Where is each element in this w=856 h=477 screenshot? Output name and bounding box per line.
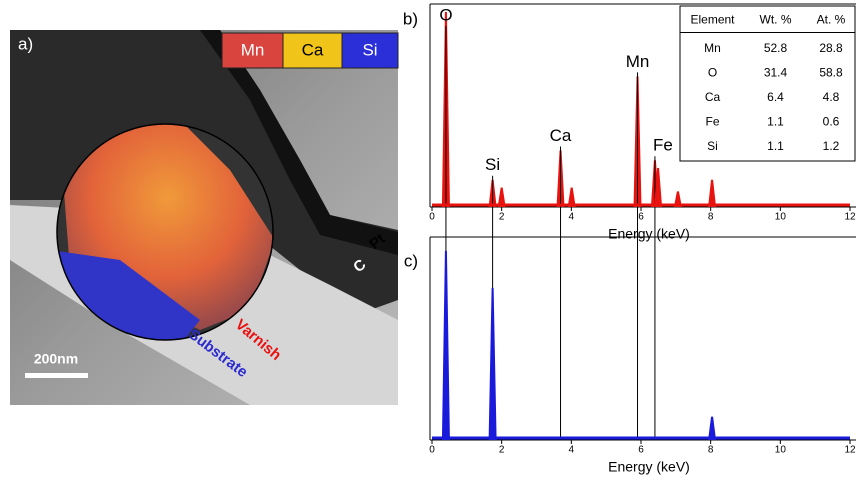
x-tick-label: 10: [775, 212, 787, 223]
peak: [708, 417, 716, 440]
x-tick-label: 12: [844, 212, 856, 223]
scale-bar: [25, 373, 88, 378]
x-tick-label: 4: [569, 212, 575, 223]
panel-a-image: 200nm a) Pt C Varnish Substrate: [10, 30, 398, 405]
legend-label: Mn: [241, 40, 265, 59]
table-header: At. %: [817, 12, 846, 26]
table-cell: 28.8: [819, 41, 843, 55]
peak: [708, 180, 716, 207]
peak: [442, 251, 450, 440]
panel-label: a): [18, 34, 33, 53]
x-tick-label: 6: [638, 212, 644, 223]
peak: [489, 288, 497, 440]
table-header: Wt. %: [760, 12, 792, 26]
table-frame: [680, 6, 855, 161]
table-cell: Ca: [705, 90, 721, 104]
peak-label: Ca: [550, 126, 572, 145]
table-cell: 1.2: [823, 139, 840, 153]
x-tick-label: 8: [708, 212, 714, 223]
figure: 200nm a) Pt C Varnish Substrate Mn Ca Si b)…: [0, 0, 856, 477]
table-cell: 6.4: [767, 90, 784, 104]
panel-label: c): [404, 251, 418, 270]
scale-bar-label: 200nm: [34, 351, 78, 367]
x-tick-label: 2: [499, 445, 505, 456]
table-cell: O: [708, 65, 717, 79]
table-cell: 1.1: [767, 114, 784, 128]
x-tick-label: 6: [638, 445, 644, 456]
table-header: Element: [690, 12, 735, 26]
table-cell: 4.8: [823, 90, 840, 104]
x-axis-label: Energy (keV): [608, 459, 690, 475]
table-cell: 52.8: [764, 41, 788, 55]
table-cell: Mn: [704, 41, 721, 55]
table-cell: 0.6: [823, 114, 840, 128]
table-cell: Fe: [705, 114, 719, 128]
peak-label: Si: [485, 155, 500, 174]
x-tick-label: 4: [569, 445, 575, 456]
x-tick-label: 8: [708, 445, 714, 456]
panel-label: b): [403, 9, 418, 28]
peak-label: Mn: [626, 52, 650, 71]
peak-label: Fe: [653, 136, 673, 155]
x-tick-label: 2: [499, 212, 505, 223]
x-tick-label: 0: [429, 445, 435, 456]
x-axis-label: Energy (keV): [608, 226, 690, 242]
table-cell: 1.1: [767, 139, 784, 153]
legend-label: Si: [362, 40, 377, 59]
table-cell: 58.8: [819, 65, 843, 79]
legend-label: Ca: [302, 40, 324, 59]
x-tick-label: 10: [775, 445, 787, 456]
table-cell: 31.4: [764, 65, 788, 79]
x-tick-label: 12: [844, 445, 856, 456]
x-tick-label: 0: [429, 212, 435, 223]
table-cell: Si: [707, 139, 718, 153]
peak-label: O: [439, 5, 452, 24]
